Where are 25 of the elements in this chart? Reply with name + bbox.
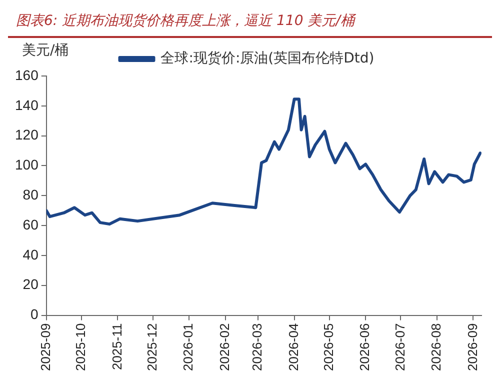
y-tick-label: 80	[22, 186, 39, 203]
x-tick-label: 2026-01	[180, 323, 196, 372]
x-tick-label: 2025-11	[109, 323, 124, 370]
x-tick-label: 2026-09	[464, 323, 480, 372]
legend-label: 全球:现货价:原油(英国布伦特Dtd)	[160, 50, 374, 67]
x-tick-label: 2026-04	[286, 323, 301, 372]
x-tick-label: 2026-07	[392, 323, 408, 372]
y-tick-label: 40	[22, 246, 39, 262]
y-tick-label: 20	[22, 276, 39, 292]
y-tick-label: 0	[30, 306, 39, 322]
y-tick-label: 160	[15, 66, 39, 83]
x-tick-label: 2026-06	[357, 323, 372, 372]
y-tick-label: 140	[15, 96, 39, 113]
x-tick-label: 2026-03	[250, 323, 265, 372]
y-tick-label: 100	[15, 156, 39, 173]
y-axis-title: 美元/桶	[22, 42, 69, 59]
y-tick-label: 60	[22, 216, 39, 232]
x-tick-label: 2026-05	[320, 323, 336, 372]
x-tick-label: 2025-10	[73, 323, 88, 372]
y-tick-label: 120	[15, 126, 39, 143]
x-tick-label: 2025-09	[38, 323, 53, 372]
x-tick-label: 2025-12	[144, 323, 160, 372]
x-tick-label: 2026-08	[428, 323, 444, 372]
x-tick-label: 2026-02	[216, 323, 232, 372]
chart-title: 图表6: 近期布油现货价格再度上涨，逼近 110 美元/桶	[8, 8, 492, 38]
